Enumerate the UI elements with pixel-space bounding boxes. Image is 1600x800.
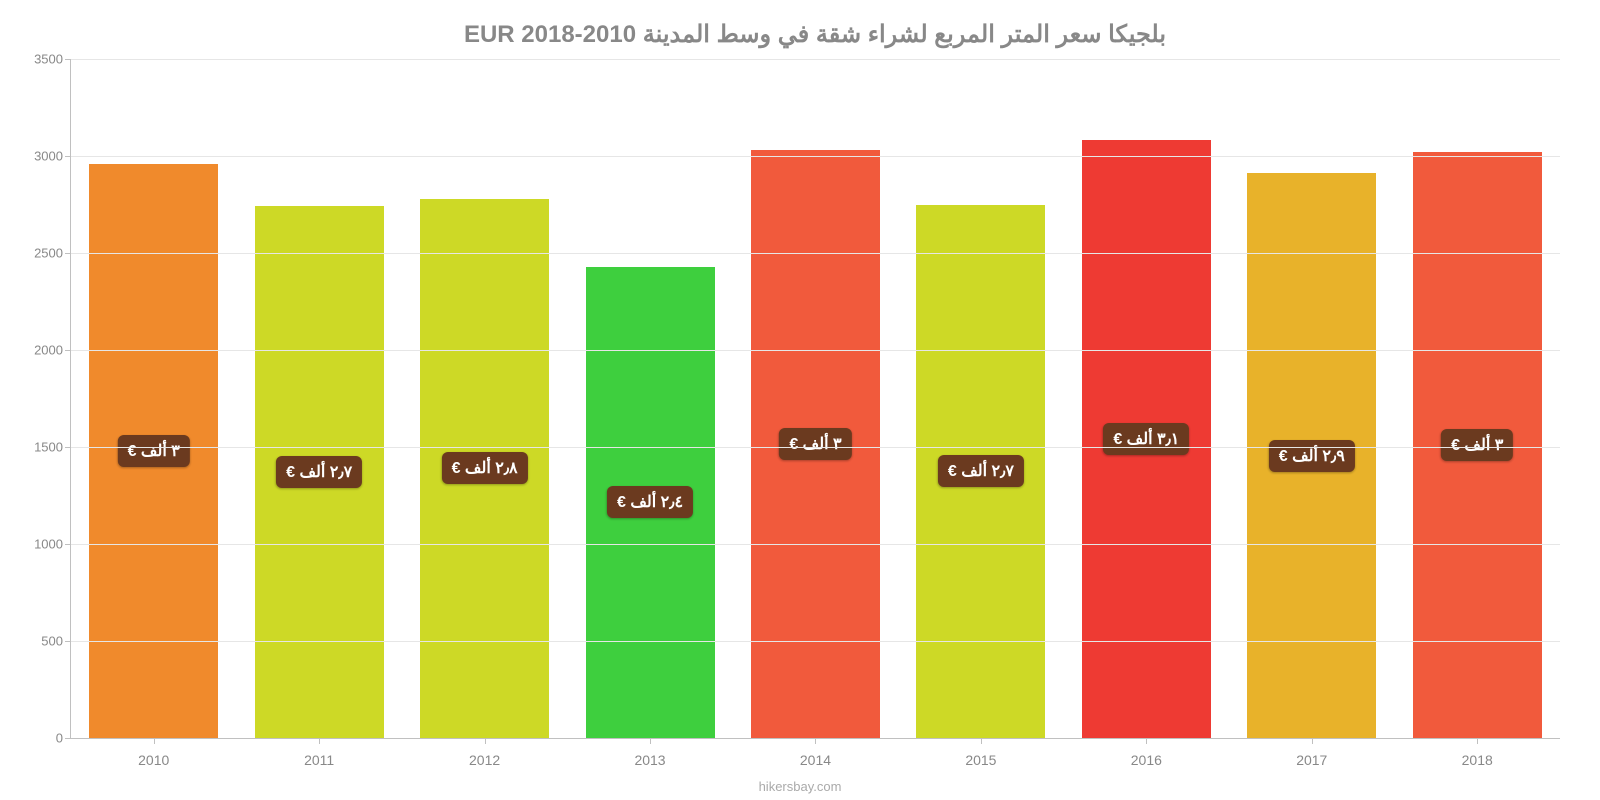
- bar-value-label: ٢٫٧ ألف €: [276, 456, 362, 488]
- bars-row: ٣ ألف €2010٢٫٧ ألف €2011٢٫٨ ألف €2012٢٫٤…: [71, 59, 1560, 738]
- plot-area: ٣ ألف €2010٢٫٧ ألف €2011٢٫٨ ألف €2012٢٫٤…: [70, 59, 1560, 739]
- x-tick-label: 2014: [800, 738, 831, 768]
- bar-slot: ٣ ألف €2010: [71, 59, 236, 738]
- bar: ٣٫١ ألف €: [1082, 140, 1211, 738]
- y-tick-mark: [65, 59, 71, 60]
- bar-value-label: ٢٫٧ ألف €: [938, 455, 1024, 487]
- gridline: [71, 59, 1560, 60]
- bar-slot: ٢٫٧ ألف €2011: [236, 59, 401, 738]
- y-tick-mark: [65, 253, 71, 254]
- y-tick-mark: [65, 738, 71, 739]
- bar-slot: ٢٫٨ ألف €2012: [402, 59, 567, 738]
- x-tick-label: 2010: [138, 738, 169, 768]
- bar: ٣ ألف €: [1413, 152, 1542, 738]
- gridline: [71, 447, 1560, 448]
- gridline: [71, 156, 1560, 157]
- chart-container: بلجيكا سعر المتر المربع لشراء شقة في وسط…: [0, 0, 1600, 800]
- bar: ٢٫٧ ألف €: [916, 205, 1045, 739]
- x-tick-label: 2012: [469, 738, 500, 768]
- bar: ٢٫٧ ألف €: [255, 206, 384, 738]
- bar-slot: ٣ ألف €2014: [733, 59, 898, 738]
- bar: ٢٫٩ ألف €: [1247, 173, 1376, 738]
- bar: ٣ ألف €: [751, 150, 880, 738]
- y-tick-mark: [65, 641, 71, 642]
- bar: ٣ ألف €: [89, 164, 218, 738]
- y-tick-mark: [65, 350, 71, 351]
- bar-value-label: ٣ ألف €: [1441, 429, 1513, 461]
- y-tick-mark: [65, 544, 71, 545]
- x-tick-label: 2016: [1131, 738, 1162, 768]
- bar-slot: ٣٫١ ألف €2016: [1064, 59, 1229, 738]
- bar-slot: ٢٫٧ ألف €2015: [898, 59, 1063, 738]
- bar-value-label: ٢٫٨ ألف €: [442, 452, 528, 484]
- gridline: [71, 253, 1560, 254]
- x-tick-label: 2013: [634, 738, 665, 768]
- x-tick-label: 2018: [1462, 738, 1493, 768]
- bar-slot: ٢٫٩ ألف €2017: [1229, 59, 1394, 738]
- x-tick-label: 2017: [1296, 738, 1327, 768]
- bar: ٢٫٤ ألف €: [586, 267, 715, 738]
- bar-value-label: ٣ ألف €: [118, 435, 190, 467]
- bar-value-label: ٢٫٩ ألف €: [1269, 440, 1355, 472]
- gridline: [71, 544, 1560, 545]
- x-tick-label: 2015: [965, 738, 996, 768]
- y-tick-mark: [65, 447, 71, 448]
- bar-slot: ٣ ألف €2018: [1395, 59, 1560, 738]
- gridline: [71, 350, 1560, 351]
- bar-slot: ٢٫٤ ألف €2013: [567, 59, 732, 738]
- attribution-text: hikersbay.com: [759, 779, 842, 794]
- gridline: [71, 641, 1560, 642]
- bar: ٢٫٨ ألف €: [420, 199, 549, 738]
- bar-value-label: ٣ ألف €: [779, 428, 851, 460]
- bar-value-label: ٢٫٤ ألف €: [607, 486, 693, 518]
- chart-title: بلجيكا سعر المتر المربع لشراء شقة في وسط…: [70, 20, 1560, 49]
- x-tick-label: 2011: [304, 738, 334, 768]
- bar-value-label: ٣٫١ ألف €: [1103, 423, 1189, 455]
- y-tick-mark: [65, 156, 71, 157]
